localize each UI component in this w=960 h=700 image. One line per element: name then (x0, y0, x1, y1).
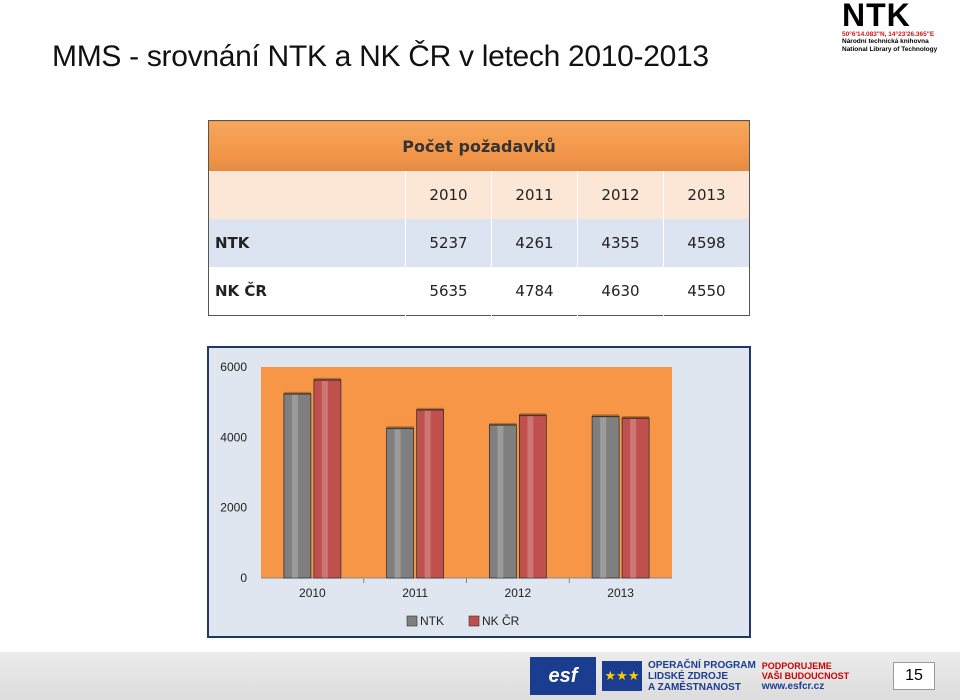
op-text: OPERAČNÍ PROGRAM LIDSKÉ ZDROJE A ZAMĚSTN… (648, 660, 756, 693)
x-tick-label: 2013 (607, 586, 634, 600)
table-cell: 4598 (663, 219, 750, 267)
bar-highlight (424, 410, 431, 578)
support-text: PODPORUJEME VAŠI BUDOUCNOST www.esfcr.cz (762, 661, 849, 692)
bar-highlight (321, 380, 328, 578)
table-header: Počet požadavků (208, 120, 750, 171)
bar (313, 379, 342, 579)
bar-top (489, 422, 517, 426)
year-header: 2010 (405, 171, 492, 219)
support-line: PODPORUJEME (761, 660, 832, 671)
y-tick-label: 6000 (220, 360, 247, 374)
row-label: NTK (208, 219, 406, 267)
bar-top (283, 391, 311, 395)
page-number: 15 (893, 662, 935, 690)
bar-highlight (527, 416, 534, 578)
x-tick-label: 2012 (505, 586, 532, 600)
year-header: 2012 (577, 171, 664, 219)
year-header: 2013 (663, 171, 750, 219)
slide-title: MMS - srovnání NTK a NK ČR v letech 2010… (52, 40, 709, 73)
bar (283, 393, 312, 579)
support-line: VAŠI BUDOUCNOST (761, 670, 850, 681)
table-corner (208, 171, 406, 219)
bar (621, 417, 650, 579)
logo-mark: NTK (842, 0, 911, 33)
row-label: NK ČR (208, 267, 406, 316)
op-line: A ZAMĚSTNANOST (648, 681, 741, 693)
bar (416, 409, 445, 579)
requests-table: Počet požadavků 2010 2011 2012 2013 NTK … (208, 120, 750, 316)
footer-band (0, 652, 960, 700)
table-cell: 4261 (491, 219, 578, 267)
bar-top (519, 413, 547, 417)
x-tick-label: 2011 (402, 586, 428, 600)
year-header: 2011 (491, 171, 578, 219)
bar-top (416, 407, 444, 411)
bar (518, 414, 547, 579)
esf-logo: esf (530, 657, 596, 695)
table-row: NK ČR 5635 4784 4630 4550 (208, 267, 750, 316)
bar-highlight (394, 429, 401, 578)
table-cell: 4630 (577, 267, 664, 316)
logo-name-en: National Library of Technology (842, 46, 938, 53)
table-cell: 4550 (663, 267, 750, 316)
support-url: www.esfcr.cz (761, 680, 825, 692)
table-row: NTK 5237 4261 4355 4598 (208, 219, 750, 267)
bar (488, 424, 517, 579)
bar-highlight (600, 417, 607, 578)
legend-swatch (406, 615, 418, 627)
legend-label: NK ČR (482, 613, 520, 628)
bar-highlight (497, 425, 504, 578)
y-tick-label: 2000 (220, 501, 247, 515)
bar-chart: 0 2000 4000 6000 2010 2011 2012 2013 NTK NK ČR (207, 346, 751, 638)
bar-highlight (630, 418, 637, 578)
logo-name-cz: Národní technická knihovna (842, 38, 929, 45)
op-line: OPERAČNÍ PROGRAM (648, 659, 756, 671)
y-tick-label: 0 (240, 571, 247, 585)
chart-svg: 0 2000 4000 6000 2010 2011 2012 2013 NTK NK ČR (220, 360, 672, 628)
legend-swatch (468, 615, 480, 627)
bar (386, 427, 415, 579)
bar-highlight (291, 394, 298, 578)
table-cell: 5635 (405, 267, 492, 316)
table-cell: 5237 (405, 219, 492, 267)
eu-flag-icon: ★★★ (602, 661, 642, 691)
bar (591, 415, 620, 579)
logo-coordinates: 50°6'14.083"N, 14°23'26.365"E (842, 31, 935, 38)
table-cell: 4355 (577, 219, 664, 267)
legend-label: NTK (420, 614, 444, 628)
bar-top (386, 426, 414, 430)
bar-top (313, 377, 341, 381)
y-tick-label: 4000 (220, 430, 247, 444)
funding-logos: esf ★★★ OPERAČNÍ PROGRAM LIDSKÉ ZDROJE A… (530, 656, 849, 696)
ntk-logo: NTK 50°6'14.083"N, 14°23'26.365"E Národn… (842, 0, 957, 54)
bar-top (622, 415, 650, 419)
bar-top (592, 414, 620, 418)
x-tick-label: 2010 (299, 586, 326, 600)
table-cell: 4784 (491, 267, 578, 316)
op-line: LIDSKÉ ZDROJE (648, 670, 729, 682)
